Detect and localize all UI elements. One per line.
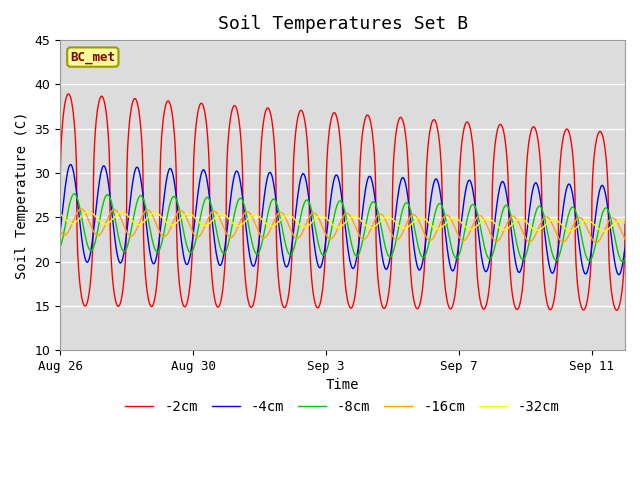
-8cm [56,244,64,250]
-16cm [605,218,612,224]
Line: -16cm: -16cm [60,209,625,242]
-16cm [501,225,509,230]
-32cm [501,227,509,232]
-2cm [65,91,72,97]
-4cm [605,212,612,217]
-16cm [316,218,324,224]
-16cm [605,218,613,224]
Text: BC_met: BC_met [70,50,115,63]
-8cm [332,209,339,215]
-4cm [501,184,509,190]
-8cm [70,191,78,197]
-4cm [67,162,74,168]
-4cm [615,272,623,277]
Line: -4cm: -4cm [60,165,625,275]
-16cm [332,231,339,237]
-4cm [605,214,612,220]
-32cm [332,224,339,229]
-32cm [316,213,324,218]
-4cm [621,245,629,251]
-2cm [56,197,64,203]
-2cm [332,110,339,116]
-8cm [316,247,324,253]
-32cm [600,228,607,234]
-8cm [501,203,509,209]
-8cm [621,256,629,262]
Y-axis label: Soil Temperature (C): Soil Temperature (C) [15,111,29,279]
-8cm [619,259,627,264]
-16cm [621,236,629,242]
-2cm [85,289,93,295]
-2cm [316,301,324,307]
Line: -32cm: -32cm [60,212,625,231]
-32cm [56,211,64,216]
-8cm [85,246,93,252]
-32cm [85,209,93,215]
-32cm [84,209,92,215]
-2cm [621,219,629,225]
-2cm [613,307,621,313]
-2cm [605,253,612,259]
-4cm [332,173,339,179]
-4cm [56,229,64,235]
-16cm [593,240,600,245]
Line: -2cm: -2cm [60,94,625,310]
-16cm [56,228,64,234]
-8cm [605,209,612,215]
-2cm [605,243,612,249]
-16cm [85,219,93,225]
-16cm [77,206,85,212]
-32cm [621,220,629,226]
Line: -8cm: -8cm [60,194,625,262]
-4cm [85,256,93,262]
-2cm [501,138,509,144]
-32cm [605,226,612,232]
X-axis label: Time: Time [326,378,359,393]
Title: Soil Temperatures Set B: Soil Temperatures Set B [218,15,468,33]
-4cm [316,265,324,271]
-8cm [605,208,612,214]
-32cm [605,226,613,231]
Legend: -2cm, -4cm, -8cm, -16cm, -32cm: -2cm, -4cm, -8cm, -16cm, -32cm [120,395,565,420]
